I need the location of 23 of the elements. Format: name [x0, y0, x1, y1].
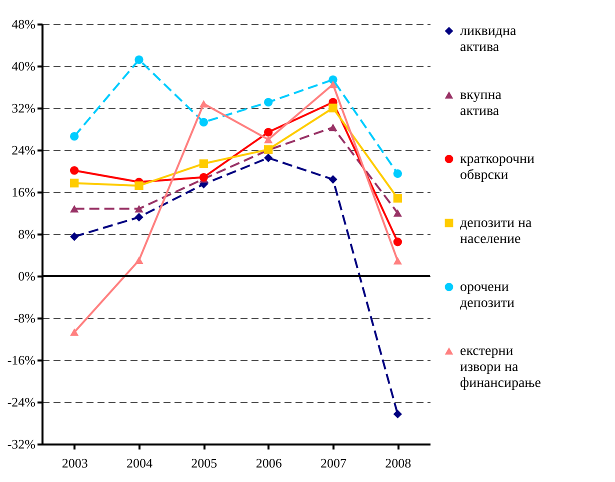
y-tick-label: 40%	[12, 58, 36, 74]
y-tick-label: 8%	[18, 226, 36, 242]
y-tick-label: 16%	[12, 184, 36, 200]
legend-label: орочени депозити	[460, 280, 515, 311]
x-tick-label: 2007	[320, 456, 347, 470]
x-tick-label: 2006	[256, 456, 282, 470]
y-tick-label: -8%	[14, 310, 36, 326]
y-tick-label: 32%	[12, 100, 36, 116]
x-tick-label: 2003	[62, 456, 88, 470]
x-tick-label: 2005	[191, 456, 218, 470]
x-tick-label: 2008	[385, 456, 412, 470]
legend-label: депозити на население	[460, 216, 532, 247]
y-tick-label: 24%	[12, 142, 36, 158]
y-tick-label: 0%	[18, 268, 36, 284]
legend-label: вкупна актива	[460, 88, 502, 119]
legend-label: краткорочни обврски	[460, 152, 536, 183]
y-tick-label: -24%	[7, 394, 36, 410]
y-tick-label: -16%	[7, 352, 36, 368]
legend-label: екстерни извори на финансирање	[460, 344, 542, 391]
y-tick-label: 48%	[12, 16, 36, 32]
legend-label: ликвидна актива	[460, 24, 517, 55]
y-tick-label: -32%	[7, 436, 36, 452]
x-tick-label: 2004	[126, 456, 153, 470]
